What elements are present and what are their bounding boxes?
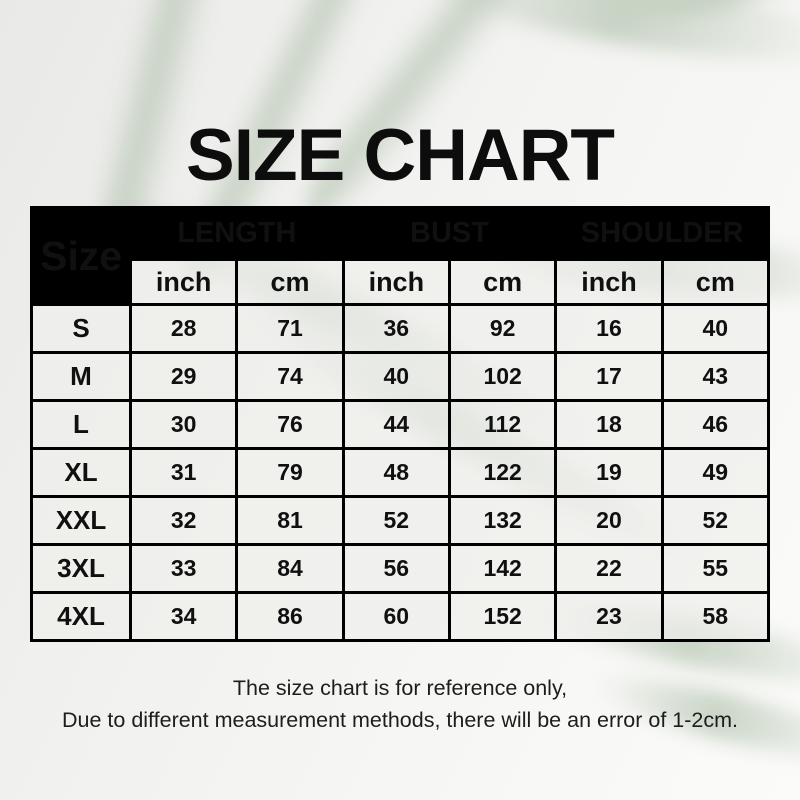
- value-cell: 49: [660, 447, 771, 498]
- value-cell: 76: [235, 399, 345, 450]
- shoulder-inch-header: inch: [554, 258, 664, 306]
- footnote-line-1: The size chart is for reference only,: [232, 676, 568, 700]
- value-cell: 132: [447, 495, 558, 546]
- table-row: XL 31 79 48 122 19 49: [30, 447, 771, 498]
- value-cell: 152: [447, 591, 558, 642]
- palm-leaf-decoration: [598, 0, 800, 37]
- shoulder-cm-header: cm: [660, 258, 771, 306]
- value-cell: 31: [128, 447, 239, 498]
- value-cell: 112: [447, 399, 558, 450]
- table-row: 3XL 33 84 56 142 22 55: [30, 543, 771, 594]
- value-cell: 36: [341, 303, 451, 354]
- size-cell: XL: [30, 447, 132, 498]
- value-cell: 92: [447, 303, 558, 354]
- value-cell: 29: [128, 351, 239, 402]
- table-row: L 30 76 44 112 18 46: [30, 399, 771, 450]
- value-cell: 44: [341, 399, 451, 450]
- table-row: XXL 32 81 52 132 20 52: [30, 495, 771, 546]
- value-cell: 60: [341, 591, 451, 642]
- size-column-header: Size: [30, 206, 132, 306]
- size-cell: XXL: [30, 495, 132, 546]
- page-title: SIZE CHART: [186, 115, 615, 196]
- bust-group-header: BUST: [341, 206, 558, 261]
- value-cell: 79: [235, 447, 345, 498]
- palm-leaf-decoration: [417, 0, 800, 80]
- value-cell: 17: [554, 351, 664, 402]
- value-cell: 102: [447, 351, 558, 402]
- table-row: M 29 74 40 102 17 43: [30, 351, 771, 402]
- value-cell: 30: [128, 399, 239, 450]
- table-row: 4XL 34 86 60 152 23 58: [30, 591, 771, 642]
- value-cell: 40: [660, 303, 771, 354]
- value-cell: 81: [235, 495, 345, 546]
- value-cell: 23: [554, 591, 664, 642]
- table-unit-row: inch cm inch cm inch cm: [32, 258, 771, 306]
- table-header-row: Size LENGTH BUST SHOULDER: [30, 206, 770, 306]
- value-cell: 74: [235, 351, 345, 402]
- bust-cm-header: cm: [447, 258, 558, 306]
- value-cell: 122: [447, 447, 558, 498]
- value-cell: 71: [235, 303, 345, 354]
- length-group-header: LENGTH: [129, 206, 345, 261]
- value-cell: 16: [554, 303, 664, 354]
- value-cell: 43: [660, 351, 771, 402]
- value-cell: 22: [554, 543, 664, 594]
- value-cell: 58: [660, 591, 771, 642]
- value-cell: 28: [128, 303, 239, 354]
- size-cell: 3XL: [30, 543, 132, 594]
- length-inch-header: inch: [128, 258, 239, 306]
- size-cell: S: [30, 303, 132, 354]
- value-cell: 46: [660, 399, 771, 450]
- table-row: S 28 71 36 92 16 40: [30, 303, 771, 354]
- footnotes: The size chart is for reference only, Du…: [0, 672, 800, 736]
- value-cell: 19: [554, 447, 664, 498]
- size-chart-table: Size LENGTH BUST SHOULDER inch cm inch c…: [30, 206, 771, 642]
- value-cell: 32: [128, 495, 239, 546]
- value-cell: 20: [554, 495, 664, 546]
- bust-inch-header: inch: [341, 258, 451, 306]
- value-cell: 33: [128, 543, 239, 594]
- length-cm-header: cm: [235, 258, 345, 306]
- value-cell: 48: [341, 447, 451, 498]
- shoulder-group-header: SHOULDER: [554, 206, 770, 261]
- value-cell: 52: [341, 495, 451, 546]
- value-cell: 52: [660, 495, 771, 546]
- value-cell: 86: [235, 591, 345, 642]
- size-cell: 4XL: [30, 591, 132, 642]
- footnote-line-2: Due to different measurement methods, th…: [62, 708, 738, 732]
- value-cell: 55: [660, 543, 771, 594]
- value-cell: 18: [554, 399, 664, 450]
- value-cell: 34: [128, 591, 239, 642]
- value-cell: 56: [341, 543, 451, 594]
- size-cell: L: [30, 399, 132, 450]
- value-cell: 40: [341, 351, 451, 402]
- value-cell: 142: [447, 543, 558, 594]
- size-cell: M: [30, 351, 132, 402]
- value-cell: 84: [235, 543, 345, 594]
